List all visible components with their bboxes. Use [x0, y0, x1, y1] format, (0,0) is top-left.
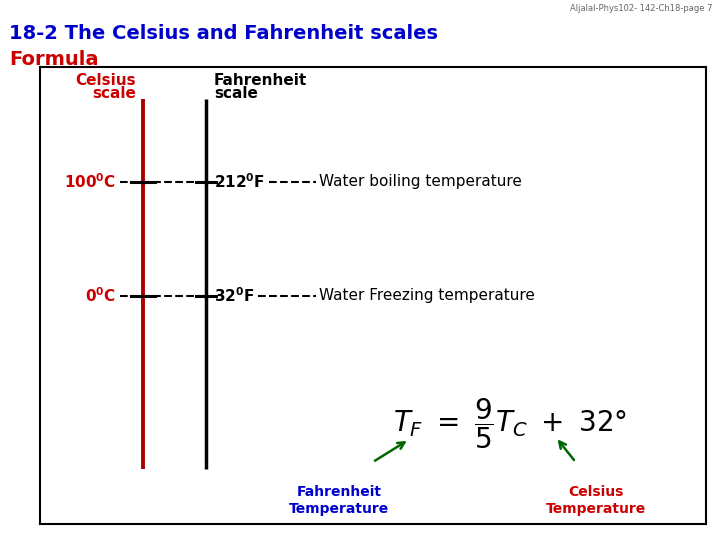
Text: Celsius: Celsius — [76, 73, 136, 88]
Text: $T_F\ =\ \dfrac{9}{5}T_C\ +\ 32°$: $T_F\ =\ \dfrac{9}{5}T_C\ +\ 32°$ — [392, 396, 626, 451]
Text: $\mathbf{100^0C}$: $\mathbf{100^0C}$ — [64, 172, 116, 191]
Text: $\mathbf{32^0F}$: $\mathbf{32^0F}$ — [214, 286, 254, 305]
Text: Celsius
Temperature: Celsius Temperature — [546, 485, 646, 516]
Text: 18-2 The Celsius and Fahrenheit scales: 18-2 The Celsius and Fahrenheit scales — [9, 24, 438, 43]
Text: Aljalal-Phys102- 142-Ch18-page 7: Aljalal-Phys102- 142-Ch18-page 7 — [570, 4, 713, 14]
Text: Water boiling temperature: Water boiling temperature — [320, 174, 522, 189]
Text: Fahrenheit: Fahrenheit — [214, 73, 307, 88]
Text: $\mathbf{212^0F}$: $\mathbf{212^0F}$ — [214, 172, 265, 191]
Text: $\mathbf{0^0C}$: $\mathbf{0^0C}$ — [86, 286, 116, 305]
Text: Formula: Formula — [9, 50, 99, 69]
Text: Fahrenheit
Temperature: Fahrenheit Temperature — [289, 485, 390, 516]
Text: scale: scale — [92, 86, 136, 102]
Text: Water Freezing temperature: Water Freezing temperature — [320, 288, 535, 303]
Text: scale: scale — [214, 86, 258, 102]
